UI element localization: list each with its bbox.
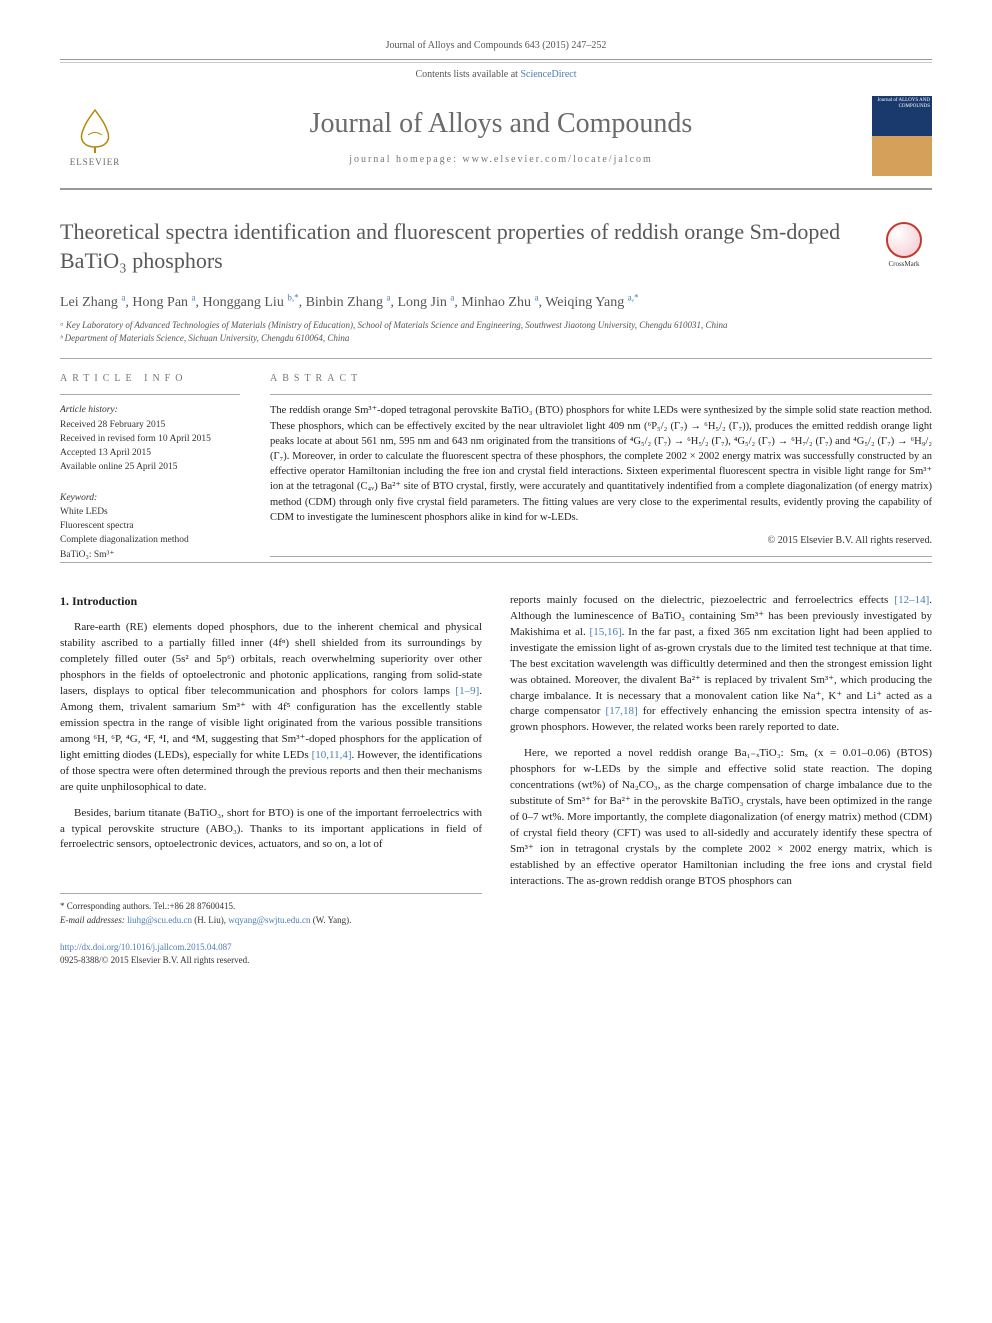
left-column: 1. Introduction Rare-earth (RE) elements… [60, 593, 482, 968]
journal-title-block: Journal of Alloys and Compounds journal … [130, 108, 872, 165]
keyword: Fluorescent spectra [60, 519, 240, 533]
email-addresses: E-mail addresses: liuhg@scu.edu.cn (H. L… [60, 914, 482, 928]
history-line: Received 28 February 2015 [60, 418, 240, 432]
history-line: Available online 25 April 2015 [60, 460, 240, 474]
abstract-text: The reddish orange Sm³⁺-doped tetragonal… [270, 403, 932, 525]
info-abstract-row: ARTICLE INFO Article history: Received 2… [60, 373, 932, 562]
journal-homepage[interactable]: journal homepage: www.elsevier.com/locat… [130, 154, 872, 165]
journal-cover-thumbnail[interactable]: Journal of ALLOYS AND COMPOUNDS [872, 96, 932, 176]
abstract-copyright: © 2015 Elsevier B.V. All rights reserved… [270, 535, 932, 546]
body-columns: 1. Introduction Rare-earth (RE) elements… [60, 593, 932, 968]
contents-lists-line: Contents lists available at ScienceDirec… [60, 62, 932, 86]
affiliations: ᵃ Key Laboratory of Advanced Technologie… [60, 319, 932, 344]
crossmark-icon [886, 222, 922, 258]
abstract-column: ABSTRACT The reddish orange Sm³⁺-doped t… [270, 373, 932, 562]
affiliation-a: ᵃ Key Laboratory of Advanced Technologie… [60, 319, 932, 332]
elsevier-tree-icon [70, 105, 120, 155]
divider [270, 394, 932, 395]
body-paragraph: Besides, barium titanate (BaTiO₃, short … [60, 806, 482, 854]
page: Journal of Alloys and Compounds 643 (201… [0, 0, 992, 1007]
divider [60, 562, 932, 563]
keywords-heading: Keyword: [60, 491, 240, 505]
email-link-2[interactable]: wqyang@swjtu.edu.cn [228, 915, 310, 925]
footnotes: * Corresponding authors. Tel.:+86 28 876… [60, 893, 482, 927]
article-title: Theoretical spectra identification and f… [60, 218, 932, 275]
divider [60, 358, 932, 359]
article-info-label: ARTICLE INFO [60, 373, 240, 384]
crossmark-badge[interactable]: CrossMark [876, 222, 932, 278]
email-link-1[interactable]: liuhg@scu.edu.cn [127, 915, 192, 925]
divider [270, 556, 932, 557]
masthead: ELSEVIER Journal of Alloys and Compounds… [60, 86, 932, 176]
history-line: Received in revised form 10 April 2015 [60, 432, 240, 446]
article-info-column: ARTICLE INFO Article history: Received 2… [60, 373, 240, 562]
masthead-divider [60, 188, 932, 190]
top-rule [60, 59, 932, 60]
crossmark-label: CrossMark [888, 260, 919, 268]
authors-line: Lei Zhang a, Hong Pan a, Honggang Liu b,… [60, 295, 932, 311]
corresponding-authors: * Corresponding authors. Tel.:+86 28 876… [60, 900, 482, 914]
elsevier-label: ELSEVIER [70, 157, 121, 167]
contents-prefix: Contents lists available at [415, 69, 520, 80]
journal-reference: Journal of Alloys and Compounds 643 (201… [60, 40, 932, 51]
article-history: Article history: Received 28 February 20… [60, 403, 240, 474]
divider [60, 394, 240, 395]
doi-link[interactable]: http://dx.doi.org/10.1016/j.jallcom.2015… [60, 942, 232, 952]
ref-link[interactable]: [17,18] [606, 705, 638, 717]
ref-link[interactable]: [12–14] [894, 594, 929, 606]
body-paragraph: reports mainly focused on the dielectric… [510, 593, 932, 736]
ref-link[interactable]: [15,16] [590, 626, 622, 638]
ref-link[interactable]: [10,11,4] [312, 749, 352, 761]
journal-title: Journal of Alloys and Compounds [130, 108, 872, 140]
introduction-heading: 1. Introduction [60, 593, 482, 610]
affiliation-b: ᵇ Department of Materials Science, Sichu… [60, 332, 932, 345]
body-paragraph: Rare-earth (RE) elements doped phosphors… [60, 620, 482, 795]
body-paragraph: Here, we reported a novel reddish orange… [510, 746, 932, 889]
history-heading: Article history: [60, 403, 240, 417]
ref-link[interactable]: [1–9] [455, 685, 479, 697]
journal-cover-text: Journal of ALLOYS AND COMPOUNDS [872, 98, 930, 109]
email-name-1: (H. Liu), [192, 915, 228, 925]
article-header: Theoretical spectra identification and f… [60, 218, 932, 275]
email-name-2: (W. Yang). [310, 915, 351, 925]
history-line: Accepted 13 April 2015 [60, 446, 240, 460]
keyword: Complete diagonalization method [60, 533, 240, 547]
keywords-block: Keyword: White LEDs Fluorescent spectra … [60, 491, 240, 562]
issn-copyright: 0925-8388/© 2015 Elsevier B.V. All right… [60, 954, 482, 967]
doi-line: http://dx.doi.org/10.1016/j.jallcom.2015… [60, 941, 482, 954]
keyword: BaTiO₃: Sm³⁺ [60, 548, 240, 562]
keyword: White LEDs [60, 505, 240, 519]
right-column: reports mainly focused on the dielectric… [510, 593, 932, 968]
sciencedirect-link[interactable]: ScienceDirect [520, 69, 576, 80]
elsevier-logo[interactable]: ELSEVIER [60, 96, 130, 176]
abstract-label: ABSTRACT [270, 373, 932, 384]
email-label: E-mail addresses: [60, 915, 127, 925]
